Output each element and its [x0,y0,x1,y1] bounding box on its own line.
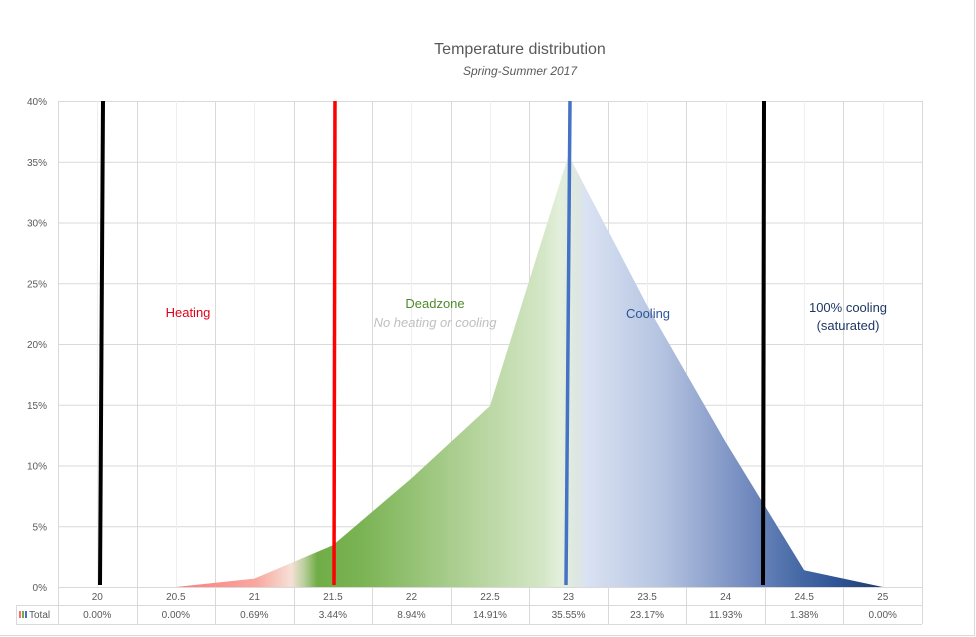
lower-limit-line [98,100,105,586]
y-tick-label: 35% [27,158,47,169]
cooling-saturation-line [761,100,766,586]
y-tick-label: 40% [27,97,47,108]
deadzone-label: Deadzone [405,296,465,311]
table-value-cell: 11.93% [709,610,742,621]
y-tick-label: 20% [27,340,47,351]
table-value-cell: 3.44% [319,610,347,621]
gridlines [58,101,923,588]
y-tick-label: 25% [27,279,47,290]
data-table: 20 0.00% 20.5 0.00% 21 0.69% 21.5 3.44% 22 8.94% 2… [16,587,923,625]
table-value-cell: 1.38% [790,610,818,621]
x-category-label: 23.5 [637,592,657,603]
saturated-label: 100% cooling (saturated) [780,299,916,335]
y-tick-label: 15% [27,401,47,412]
deadzone-sublabel: No heating or cooling [373,315,497,330]
distribution-area [97,155,883,587]
table-value-cell: 14.91% [473,610,507,621]
y-tick-label: 5% [33,522,48,533]
heating-setpoint-line [332,100,337,586]
y-tick-label: 0% [33,583,48,594]
chart-title: Temperature distribution [434,41,606,58]
x-category-label: 20 [92,592,104,603]
table-value-cell: 23.17% [630,610,664,621]
y-axis-ticks: 0% 5% 10% 15% 20% 25% 30% 35% 40% [27,97,47,594]
table-value-cell: 0.00% [83,610,111,621]
chart-subtitle: Spring-Summer 2017 [462,64,578,78]
x-category-label: 20.5 [166,592,186,603]
table-value-cell: 35.55% [552,610,586,621]
table-value-cell: 8.94% [397,610,425,621]
saturated-label-line1: 100% cooling [808,300,888,315]
x-category-label: 25 [877,592,889,603]
vertical-markers [98,100,766,586]
y-tick-label: 30% [27,219,47,230]
x-category-label: 21.5 [323,592,343,603]
x-category-label: 21 [249,592,261,603]
x-category-label: 24.5 [794,592,814,603]
table-value-cell: 0.00% [162,610,190,621]
heating-label: Heating [165,305,211,320]
cooling-setpoint-line [564,100,572,586]
cooling-label: Cooling [625,306,671,321]
x-category-label: 22.5 [480,592,500,603]
table-value-cell: 0.69% [240,610,268,621]
legend-key-icon [19,611,27,618]
x-category-label: 23 [563,592,575,603]
x-category-label: 24 [720,592,732,603]
legend-label: Total [29,610,50,621]
saturated-label-line2: (saturated) [816,318,880,333]
x-category-label: 22 [406,592,418,603]
y-tick-label: 10% [27,462,47,473]
table-value-cell: 0.00% [869,610,897,621]
